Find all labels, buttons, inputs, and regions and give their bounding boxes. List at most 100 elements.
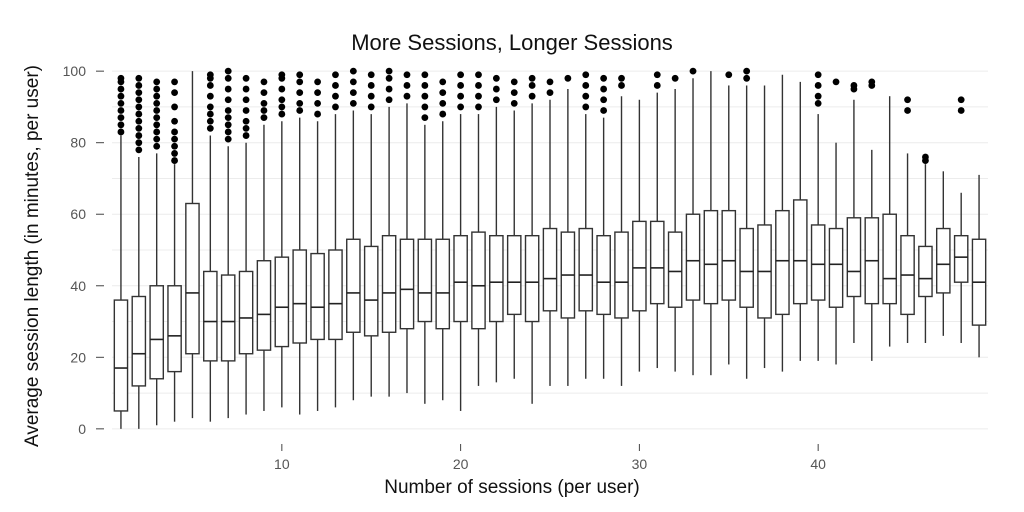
box-group: [703, 71, 719, 376]
box: [739, 227, 754, 308]
outlier-point: [224, 121, 232, 129]
outlier-point: [653, 82, 661, 89]
outlier-point: [153, 114, 161, 122]
outlier-point: [439, 89, 447, 97]
outlier-point: [743, 74, 751, 82]
outlier-point: [278, 71, 286, 79]
outlier-point: [546, 78, 554, 86]
box: [113, 299, 129, 412]
outlier-point: [171, 128, 178, 136]
outlier-point: [296, 99, 304, 107]
outlier-point: [492, 74, 500, 82]
box-group: [918, 153, 933, 343]
outlier-point: [171, 103, 178, 111]
y-tick-label: 20: [70, 349, 86, 365]
outlier-point: [492, 85, 500, 93]
outlier-point: [206, 117, 214, 125]
box-group: [775, 74, 790, 372]
outlier-point: [242, 132, 250, 139]
outlier-point: [850, 82, 858, 89]
box: [203, 270, 218, 362]
box: [846, 217, 862, 298]
outlier-point: [135, 146, 143, 154]
outlier-point: [135, 96, 143, 104]
outlier-point: [206, 103, 214, 111]
box-group: [238, 74, 254, 415]
x-tick-label: 30: [632, 456, 648, 472]
outlier-point: [135, 117, 143, 125]
box-group: [381, 67, 397, 397]
outlier-point: [278, 103, 286, 111]
outlier-point: [385, 85, 393, 93]
box: [489, 234, 504, 323]
outlier-point: [349, 99, 357, 107]
outlier-point: [314, 78, 321, 86]
outlier-point: [457, 103, 465, 111]
box-group: [953, 96, 969, 343]
box: [810, 224, 826, 301]
outlier-point: [314, 89, 321, 97]
box-group: [274, 71, 290, 408]
outlier-point: [725, 71, 733, 79]
box-group: [685, 67, 701, 376]
outlier-point: [153, 85, 161, 93]
outlier-point: [510, 89, 518, 97]
outlier-point: [171, 142, 178, 150]
outlier-point: [868, 78, 876, 86]
box: [453, 234, 468, 323]
box: [506, 234, 522, 316]
outlier-point: [153, 107, 161, 114]
box: [882, 213, 897, 305]
outlier-point: [403, 92, 411, 100]
outlier-point: [153, 99, 161, 107]
box: [167, 285, 182, 373]
box-group: [560, 74, 576, 386]
box-group: [489, 74, 504, 383]
outlier-point: [135, 103, 143, 111]
y-tick-label: 40: [70, 278, 86, 294]
outlier-point: [457, 92, 465, 100]
outlier-point: [153, 121, 161, 129]
outlier-point: [582, 82, 590, 89]
outlier-point: [349, 89, 357, 97]
outlier-point: [475, 71, 482, 79]
outlier-point: [224, 114, 232, 122]
outlier-point: [206, 110, 214, 118]
outlier-point: [743, 67, 751, 75]
outlier-point: [206, 92, 214, 100]
box-group: [524, 74, 540, 404]
outlier-point: [135, 110, 143, 118]
outlier-point: [367, 103, 375, 111]
outlier-point: [439, 78, 447, 86]
box-group: [506, 78, 522, 379]
chart-title: More Sessions, Longer Sessions: [351, 30, 673, 55]
box-group: [721, 71, 737, 365]
outlier-point: [671, 74, 679, 82]
box: [649, 220, 665, 305]
outlier-point: [349, 67, 357, 75]
outlier-point: [206, 71, 214, 79]
outlier-point: [904, 107, 911, 114]
outlier-point: [403, 71, 411, 79]
outlier-point: [421, 103, 429, 111]
outlier-point: [117, 85, 125, 93]
box: [721, 209, 737, 301]
box-group: [578, 71, 594, 379]
outlier-point: [224, 74, 232, 82]
outlier-point: [332, 82, 339, 89]
box-group: [864, 78, 880, 361]
outlier-point: [600, 107, 608, 114]
outlier-point: [242, 96, 250, 104]
outlier-point: [153, 142, 161, 150]
outlier-point: [314, 99, 321, 107]
box: [935, 227, 951, 294]
box: [471, 231, 486, 330]
outlier-point: [653, 71, 661, 79]
box-group: [649, 71, 665, 369]
box-group: [542, 78, 558, 386]
outlier-point: [278, 85, 286, 93]
y-axis: 0 20 40 60 80 100: [63, 63, 104, 437]
box: [399, 238, 415, 330]
outlier-point: [135, 82, 143, 89]
box: [149, 285, 165, 380]
